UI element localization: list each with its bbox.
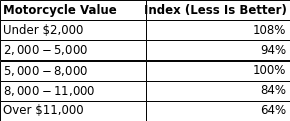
Bar (0, 0, 146, 20)
Bar (0, 40, 146, 60)
Text: $5,000 - $8,000: $5,000 - $8,000 (3, 64, 89, 78)
Bar (0, 101, 146, 121)
Text: 64%: 64% (260, 104, 287, 117)
Bar (146, 0, 290, 20)
Text: 84%: 84% (260, 84, 287, 97)
Text: 108%: 108% (253, 24, 287, 37)
Text: Under $2,000: Under $2,000 (3, 24, 84, 37)
Text: $2,000 - $5,000: $2,000 - $5,000 (3, 43, 89, 57)
Text: Motorcycle Value: Motorcycle Value (3, 4, 117, 17)
Text: 94%: 94% (260, 44, 287, 57)
Bar (146, 20, 290, 40)
Text: $8,000 - $11,000: $8,000 - $11,000 (3, 84, 96, 98)
Bar (146, 101, 290, 121)
Text: Over $11,000: Over $11,000 (3, 104, 84, 117)
Text: 100%: 100% (253, 64, 287, 77)
Bar (0, 81, 146, 101)
Bar (146, 81, 290, 101)
Text: Index (Less Is Better): Index (Less Is Better) (144, 4, 287, 17)
Bar (146, 40, 290, 60)
Bar (146, 60, 290, 81)
Bar (0, 20, 146, 40)
Bar (0, 60, 146, 81)
